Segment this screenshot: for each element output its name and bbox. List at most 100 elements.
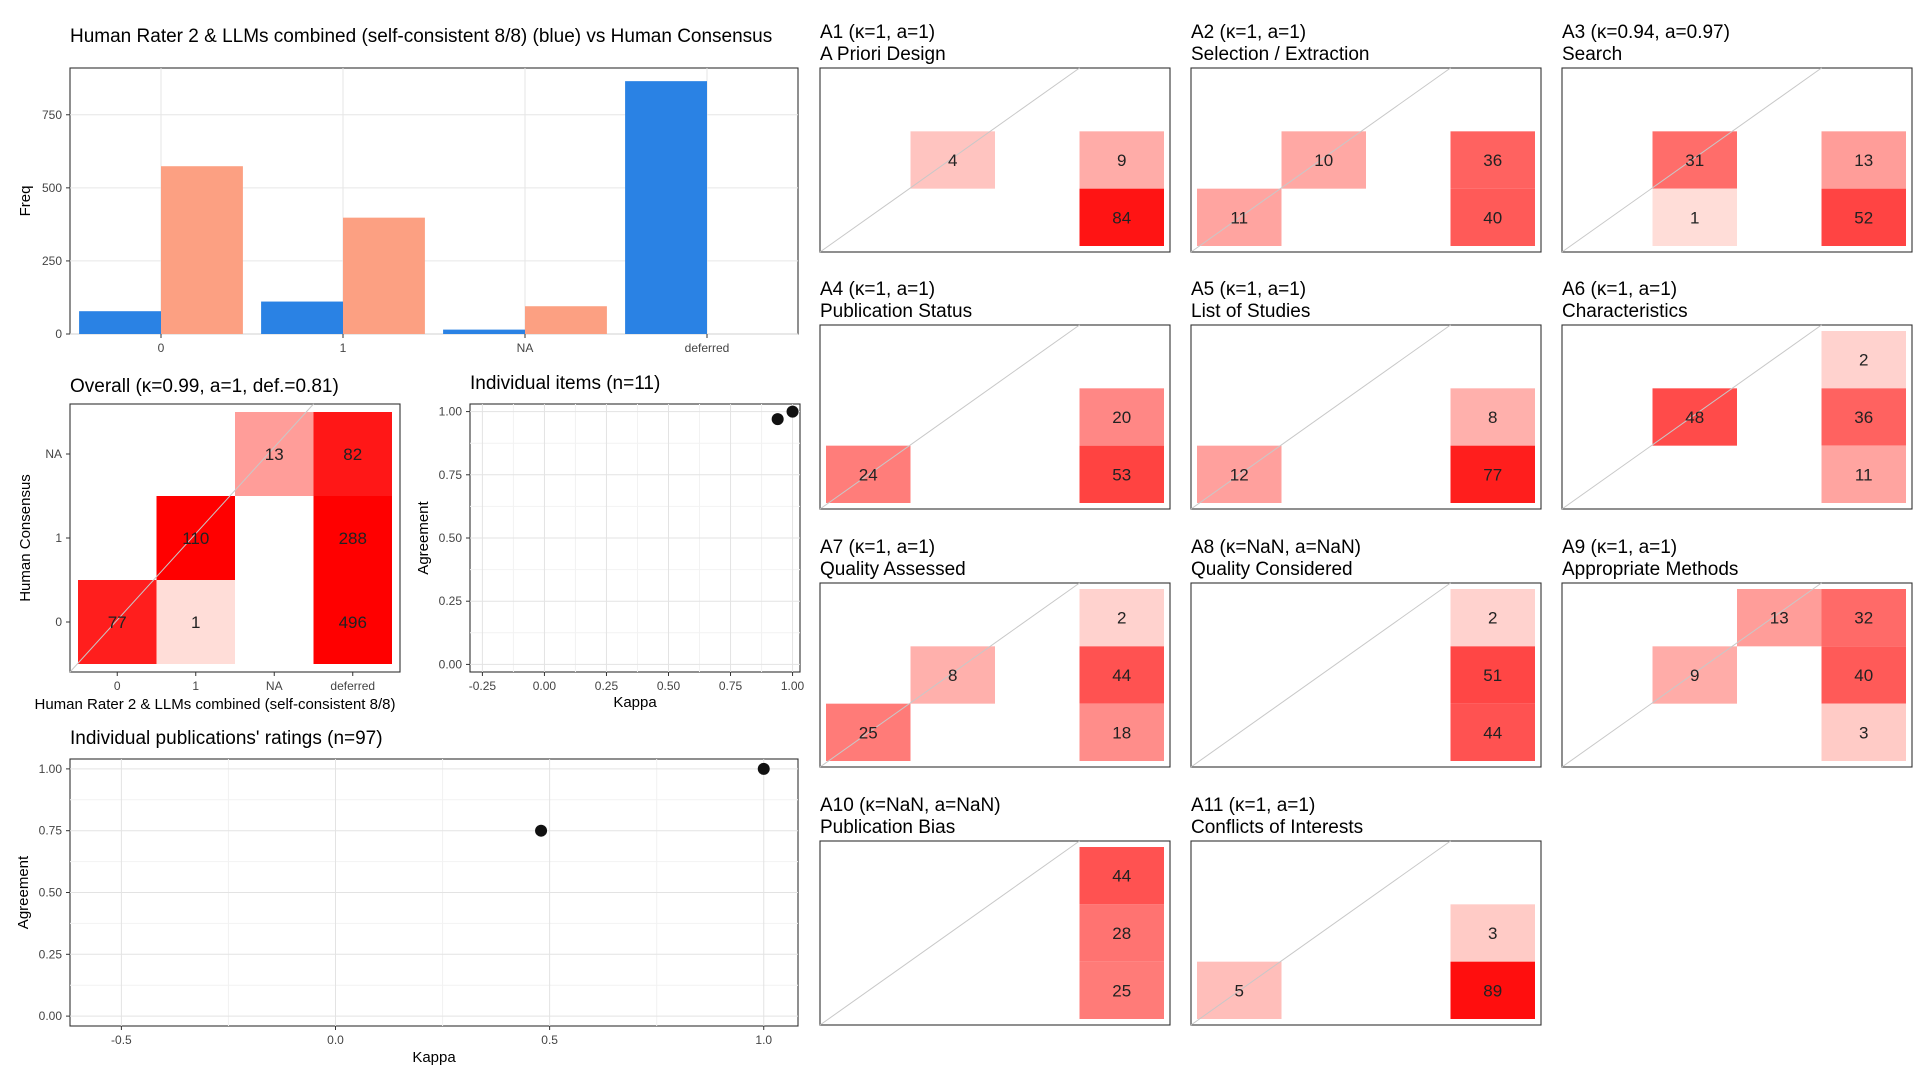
data-point [771,413,784,426]
y-tick-label: 750 [42,108,62,122]
heatmap-cell [1450,904,1535,962]
bar [261,301,343,334]
heatmap-cell [1821,331,1906,389]
chart-subtitle: Search [1562,44,1622,65]
cell-label: 31 [1685,151,1704,170]
chart-title: A9 (κ=1, a=1) [1562,537,1677,558]
heatmap-cell [235,412,314,496]
heatmap-cell [1737,589,1822,647]
y-tick-label: 1 [55,531,62,545]
cell-label: 36 [1854,408,1873,427]
chart-title: A7 (κ=1, a=1) [820,537,935,558]
heatmap-cell [1079,131,1164,189]
y-axis-label: Agreement [15,855,32,929]
scatter-items: Individual items (n=11) -0.25 0.00 0.25 0.50… [415,373,805,711]
x-tick-label: 1 [340,341,347,355]
heatmap-cell [313,412,392,496]
y-tick-label: 250 [42,254,62,268]
y-tick-label: 0.75 [439,468,463,482]
chart-subtitle: Conflicts of Interests [1191,817,1363,838]
cell-label: 1 [1690,208,1699,227]
x-tick-label: 0 [158,341,165,355]
chart-title: A1 (κ=1, a=1) [820,22,935,43]
diagonal-reference-line [69,403,314,673]
x-axis-label: Human Rater 2 & LLMs combined (self-cons… [35,696,396,713]
x-tick-label: 1.0 [755,1033,772,1047]
cell-label: 13 [1770,609,1789,628]
heatmap-cell [1079,646,1164,704]
heatmap-A6: A6 (κ=1, a=1)Characteristics 2 48 36 11 [1561,279,1913,510]
cell-label: 10 [1314,151,1333,170]
cell-label: 12 [1230,465,1249,484]
heatmap-cell [1652,188,1737,246]
chart-subtitle: Quality Assessed [820,559,966,580]
x-tick-label: -0.5 [111,1033,132,1047]
chart-subtitle: Publication Bias [820,817,955,838]
heatmap-overall: Overall (κ=0.99, a=1, def.=0.81)77 1 49611… [17,376,401,713]
y-tick-label: 0.25 [439,594,463,608]
bar [161,166,243,334]
heatmap-cell [1652,646,1737,704]
y-tick-label: 0 [55,615,62,629]
x-tick-label: NA [266,679,283,693]
cell-label: 82 [343,445,362,464]
data-point [535,824,548,837]
cell-label: 44 [1112,867,1131,886]
diagonal-reference-line [1190,324,1451,510]
y-tick-label: 0.00 [439,657,463,671]
heatmap-cell [1821,131,1906,189]
cell-label: 8 [1488,408,1497,427]
diagonal-reference-line [1190,840,1451,1026]
cell-label: 8 [948,666,957,685]
heatmap-A11: A11 (κ=1, a=1)Conflicts of Interests 3 5 89 [1190,795,1542,1026]
x-tick-label: deferred [685,341,730,355]
heatmap-cell [1652,388,1737,446]
chart-subtitle: Selection / Extraction [1191,44,1369,65]
cell-label: 32 [1854,609,1873,628]
y-axis-label: Agreement [415,500,432,574]
cell-label: 53 [1112,465,1131,484]
x-axis-label: Kappa [613,694,657,711]
cell-label: 44 [1483,723,1502,742]
chart-title: A4 (κ=1, a=1) [820,279,935,300]
heatmap-A5: A5 (κ=1, a=1)List of Studies 8 12 77 [1190,279,1542,510]
y-tick-label: 1.00 [439,405,463,419]
diagonal-reference-line [1190,67,1451,253]
cell-label: 13 [1854,151,1873,170]
heatmap-cell [1821,188,1906,246]
diagonal-reference-line [1561,582,1822,768]
cell-label: 9 [1690,666,1699,685]
cell-label: 28 [1112,924,1131,943]
x-tick-label: 0.25 [595,679,619,693]
heatmap-cell [1450,589,1535,647]
data-point [757,762,770,775]
heatmap-cell [1450,703,1535,761]
heatmap-cell [156,496,235,580]
heatmap-cell [1450,131,1535,189]
cell-label: 496 [339,613,367,632]
cell-label: 40 [1854,666,1873,685]
x-tick-label: 0.0 [327,1033,344,1047]
heatmap-cell [1821,388,1906,446]
y-tick-label: 0.50 [439,531,463,545]
cell-label: 44 [1112,666,1131,685]
x-tick-label: deferred [330,679,375,693]
heatmap-cell [1821,703,1906,761]
cell-label: 11 [1230,208,1248,227]
heatmap-cell [1281,131,1366,189]
cell-label: 2 [1488,609,1497,628]
x-tick-label: -0.25 [469,679,497,693]
heatmap-cell [1079,904,1164,962]
y-tick-label: 1.00 [39,762,63,776]
chart-subtitle: Appropriate Methods [1562,559,1738,580]
chart-title: Individual items (n=11) [470,373,660,394]
cell-label: 1 [191,613,200,632]
heatmap-cell [1079,589,1164,647]
cell-label: 52 [1854,208,1873,227]
cell-label: 3 [1859,723,1868,742]
cell-label: 2 [1117,609,1126,628]
cell-label: 4 [948,151,957,170]
cell-label: 3 [1488,924,1497,943]
heatmap-cell [1450,445,1535,503]
y-tick-label: 0.25 [39,947,63,961]
